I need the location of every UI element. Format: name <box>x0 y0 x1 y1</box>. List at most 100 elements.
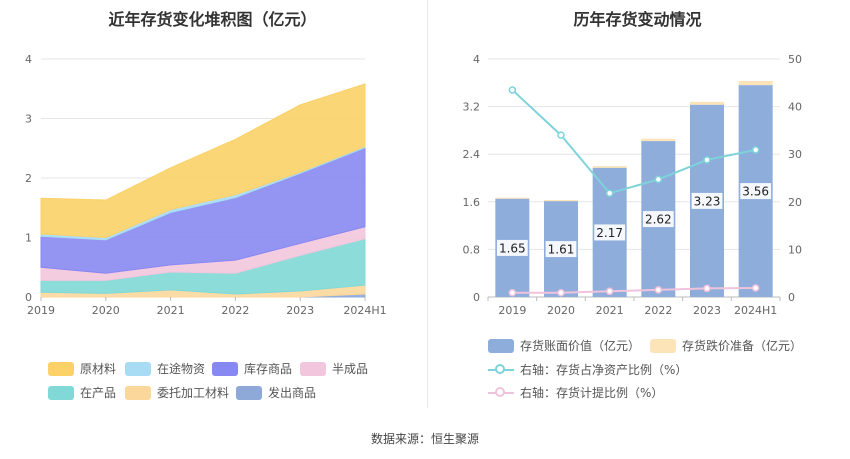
left-legend-item[interactable]: 在途物资 <box>125 360 205 377</box>
bar-label-bg <box>496 239 528 256</box>
line-point <box>557 131 565 139</box>
right-y2-tick-label: 20 <box>788 196 802 209</box>
right-legend-item[interactable]: 存货账面价值（亿元） <box>488 337 640 354</box>
left-x-tick-label: 2019 <box>27 304 55 317</box>
right-y2-tick-label: 0 <box>788 291 795 304</box>
legend-label: 存货账面价值（亿元） <box>520 339 641 353</box>
right-x-tick-label: 2020 <box>547 304 575 317</box>
bar-value-label: 2.17 <box>596 226 623 240</box>
right-y-tick-label: 0.8 <box>463 243 481 256</box>
line-右轴：存货计提比例（%） <box>512 286 756 294</box>
provision-bar <box>495 197 530 199</box>
left-y-tick-label: 2 <box>25 172 32 185</box>
line-point <box>654 286 663 294</box>
left-x-tick-label: 2023 <box>286 304 314 317</box>
legend-label: 存货跌价准备（亿元） <box>682 339 803 353</box>
line-point <box>508 86 517 94</box>
line-point <box>605 287 614 296</box>
legend-swatch <box>488 338 514 353</box>
bar-value-label: 2.62 <box>645 213 672 227</box>
right-y2-tick-label: 40 <box>788 101 802 114</box>
line-point <box>508 288 517 297</box>
right-x-tick-label: 2022 <box>644 304 672 317</box>
right-legend-item[interactable]: 存货跌价准备（亿元） <box>650 337 802 354</box>
legend-label: 库存商品 <box>244 362 293 376</box>
legend-swatch <box>650 338 676 353</box>
right-x-tick-label: 2024H1 <box>734 304 777 317</box>
left-x-tick-label: 2024H1 <box>343 304 386 317</box>
left-legend-item[interactable]: 委托加工材料 <box>125 384 229 401</box>
provision-bar <box>592 166 627 168</box>
left-y-tick-label: 3 <box>25 113 32 126</box>
left-y-tick-label: 4 <box>25 53 32 66</box>
right-y2-tick-label: 50 <box>788 53 802 66</box>
right-legend-item[interactable]: 右轴：存货占净资产比例（%） <box>488 361 687 378</box>
right-y2-tick-label: 10 <box>788 243 802 256</box>
line-point <box>703 284 711 293</box>
right-y-tick-label: 1.6 <box>463 196 481 209</box>
bar-value-label: 1.65 <box>499 241 526 255</box>
legend-label: 右轴：存货占净资产比例（%） <box>520 363 688 377</box>
provision-bar <box>738 81 773 86</box>
line-point <box>703 156 711 164</box>
line-point <box>605 189 614 197</box>
legend-label: 委托加工材料 <box>157 386 230 400</box>
line-point <box>751 284 760 292</box>
left-x-tick-label: 2021 <box>157 304 185 317</box>
legend-swatch <box>236 385 262 400</box>
right-y2-tick-label: 30 <box>788 148 802 161</box>
legend-label: 原材料 <box>80 362 117 376</box>
legend-label: 发出商品 <box>268 386 317 400</box>
left-legend-item[interactable]: 半成品 <box>300 360 368 377</box>
right-x-tick-label: 2019 <box>498 304 526 317</box>
right-y-tick-label: 0 <box>473 291 480 304</box>
bar-label-bg <box>594 224 626 241</box>
bar-label-bg <box>691 192 723 209</box>
legend-swatch <box>125 385 151 400</box>
panel-divider <box>427 0 428 408</box>
bar-value-label: 3.23 <box>694 194 721 208</box>
left-y-tick-label: 1 <box>25 232 32 245</box>
left-x-tick-label: 2020 <box>92 304 120 317</box>
left-x-tick-label: 2022 <box>221 304 249 317</box>
right-y-tick-label: 3.2 <box>463 101 481 114</box>
left-chart-title: 近年存货变化堆积图（亿元） <box>108 10 317 29</box>
legend-label: 右轴：存货计提比例（%） <box>520 386 664 400</box>
left-legend-item[interactable]: 在产品 <box>48 384 116 401</box>
line-point <box>751 146 760 154</box>
right-x-tick-label: 2023 <box>693 304 721 317</box>
left-legend-item[interactable]: 原材料 <box>48 360 116 377</box>
bar-label-bg <box>740 183 772 200</box>
right-legend-item[interactable]: 右轴：存货计提比例（%） <box>488 384 663 401</box>
legend-swatch <box>300 361 326 376</box>
right-x-tick-label: 2021 <box>596 304 624 317</box>
legend-swatch <box>125 361 151 376</box>
line-point <box>654 175 663 184</box>
legend-label: 在产品 <box>80 386 117 400</box>
legend-label: 半成品 <box>332 362 369 376</box>
bar-value-label: 3.56 <box>742 185 769 199</box>
bar-label-bg <box>545 241 577 258</box>
right-y-tick-label: 4 <box>473 53 480 66</box>
left-legend-item[interactable]: 发出商品 <box>236 384 316 401</box>
bar-value-label: 1.61 <box>548 243 575 257</box>
data-source-note: 数据来源：恒生聚源 <box>370 432 479 446</box>
left-y-tick-label: 0 <box>25 291 32 304</box>
right-chart-title: 历年存货变动情况 <box>573 10 702 29</box>
legend-swatch <box>488 386 514 400</box>
left-legend-item[interactable]: 库存商品 <box>212 360 292 377</box>
line-point <box>557 288 565 297</box>
provision-bar <box>544 200 578 202</box>
provision-bar <box>690 101 724 105</box>
legend-swatch <box>212 361 238 376</box>
line-右轴：存货占净资产比例（%） <box>511 89 756 195</box>
right-y-tick-label: 2.4 <box>463 148 481 161</box>
provision-bar <box>641 138 676 142</box>
bar-label-bg <box>642 211 674 228</box>
legend-swatch <box>488 363 514 377</box>
legend-swatch <box>48 361 74 376</box>
legend-swatch <box>48 385 74 400</box>
legend-label: 在途物资 <box>157 362 206 376</box>
area-原材料 <box>40 83 366 239</box>
